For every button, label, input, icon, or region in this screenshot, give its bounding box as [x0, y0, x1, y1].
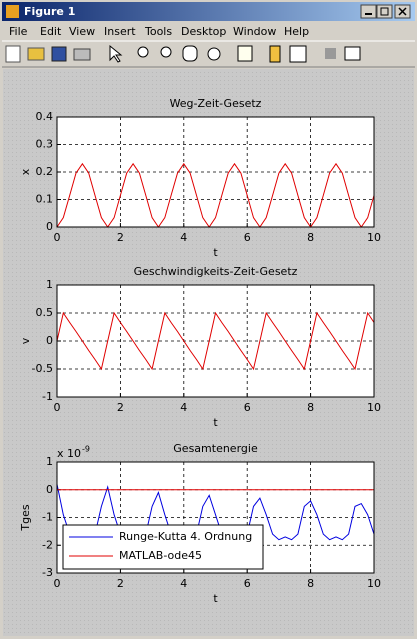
window-title: Figure 1 [24, 5, 75, 18]
x-axis-label: t [213, 416, 218, 429]
y-tick-label: 1 [46, 278, 53, 291]
window-buttons [360, 4, 411, 19]
x-tick-label: 8 [307, 577, 314, 590]
x-tick-label: 8 [307, 401, 314, 414]
axes-frame [56, 116, 375, 228]
menu-item[interactable]: Tools [144, 25, 172, 38]
y-axis-label: Tges [19, 504, 32, 531]
x-tick-label: 4 [180, 231, 187, 244]
y-tick-label: -1 [42, 511, 53, 524]
x-tick-label: 6 [244, 401, 251, 414]
x-tick-label: 4 [180, 577, 187, 590]
app-icon [6, 5, 19, 18]
menu-bar: File Edit View Insert Tools Desktop Window Help [9, 25, 309, 38]
arrow-button[interactable] [109, 44, 123, 63]
menu-item[interactable]: File [9, 25, 28, 38]
x-tick-label: 6 [244, 231, 251, 244]
x-tick-label: 0 [54, 231, 61, 244]
y-tick-label: -3 [42, 566, 53, 579]
y-tick-label: 0.3 [36, 138, 54, 151]
axes-frame [56, 284, 375, 398]
y-tick-label: 1 [46, 455, 53, 468]
data-line [56, 162, 375, 228]
menu-item[interactable]: Window [233, 25, 276, 38]
y-tick-label: 0 [46, 220, 53, 233]
legend-button[interactable] [289, 45, 307, 63]
y-tick-label: -2 [42, 538, 53, 551]
y-tick-label: -1 [42, 390, 53, 403]
y-exponent: -9 [82, 445, 90, 454]
zoom-in-button[interactable] [137, 46, 149, 58]
menu-item[interactable]: View [69, 25, 95, 38]
axes: 0 2 4 6 8 10 -3 -2 -1 0 1 Gesamtenergie t Tges x 10 -9 R… [19, 442, 381, 605]
x-tick-label: 8 [307, 231, 314, 244]
chart-title: Geschwindigkeits-Zeit-Gesetz [134, 265, 298, 278]
plottools-hide-button[interactable] [325, 48, 336, 59]
menu-item[interactable]: Desktop [181, 25, 226, 38]
axes-frame [56, 461, 375, 574]
y-exponent-base: x 10 [57, 447, 81, 460]
y-tick-label: -0.5 [32, 362, 53, 375]
axes: 0 2 4 6 8 10 0 0.1 0.2 0.3 0.4 Weg-Zeit-Gesetz t x [19, 97, 381, 259]
title-bar [2, 2, 415, 21]
menu-item[interactable]: Help [284, 25, 309, 38]
y-tick-label: 0.5 [36, 306, 54, 319]
toolbar [5, 44, 361, 63]
pan-button[interactable] [182, 45, 198, 62]
rotate-button[interactable] [207, 47, 221, 61]
legend-label: Runge-Kutta 4. Ordnung [119, 530, 252, 543]
x-tick-label: 10 [367, 231, 381, 244]
menu-item[interactable]: Edit [40, 25, 62, 38]
x-tick-label: 10 [367, 577, 381, 590]
y-tick-label: 0 [46, 334, 53, 347]
x-tick-label: 2 [117, 401, 124, 414]
axes: 0 2 4 6 8 10 -1 -0.5 0 0.5 1 Geschwindigkeits-Zeit-… [19, 265, 381, 429]
x-tick-label: 10 [367, 401, 381, 414]
x-tick-label: 2 [117, 231, 124, 244]
colorbar-button[interactable] [269, 45, 281, 63]
y-tick-label: 0 [46, 483, 53, 496]
x-axis-label: t [213, 592, 218, 605]
data-line [56, 311, 375, 371]
y-axis-label: x [19, 168, 32, 175]
x-tick-label: 0 [54, 577, 61, 590]
x-tick-label: 4 [180, 401, 187, 414]
maximize-button[interactable] [376, 4, 393, 19]
legend-label: MATLAB-ode45 [119, 549, 202, 562]
datacursor-button[interactable] [237, 45, 253, 62]
legend-box [62, 524, 264, 570]
y-tick-label: 0.1 [36, 193, 54, 206]
y-axis-label: v [19, 337, 32, 344]
save-button[interactable] [51, 46, 67, 62]
print-button[interactable] [73, 48, 91, 61]
x-tick-label: 6 [244, 577, 251, 590]
x-tick-label: 0 [54, 401, 61, 414]
chart-title: Weg-Zeit-Gesetz [170, 97, 262, 110]
chart-title: Gesamtenergie [173, 442, 258, 455]
data-line [56, 484, 375, 541]
minimize-button[interactable] [360, 4, 377, 19]
y-tick-label: 0.4 [36, 110, 54, 123]
open-button[interactable] [27, 47, 45, 61]
new-button[interactable] [5, 45, 21, 63]
zoom-out-button[interactable] [160, 46, 172, 58]
x-tick-label: 2 [117, 577, 124, 590]
plottools-show-button[interactable] [344, 46, 361, 61]
menu-item[interactable]: Insert [104, 25, 136, 38]
y-tick-label: 0.2 [36, 165, 54, 178]
x-axis-label: t [213, 246, 218, 259]
